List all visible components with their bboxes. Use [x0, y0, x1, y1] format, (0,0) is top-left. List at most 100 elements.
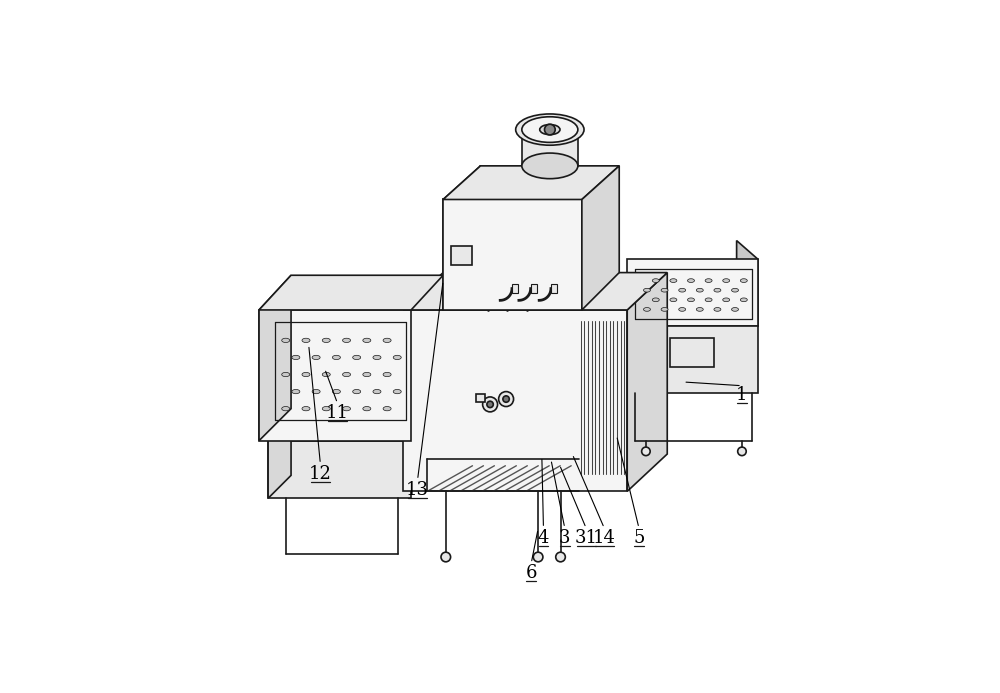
- Polygon shape: [627, 259, 758, 326]
- Circle shape: [499, 392, 514, 407]
- Polygon shape: [531, 284, 537, 293]
- Ellipse shape: [670, 279, 677, 283]
- Polygon shape: [576, 131, 583, 132]
- Circle shape: [545, 124, 555, 135]
- Polygon shape: [556, 139, 562, 142]
- Polygon shape: [538, 139, 543, 142]
- Polygon shape: [512, 284, 518, 293]
- Polygon shape: [534, 118, 540, 121]
- Polygon shape: [575, 132, 582, 134]
- Ellipse shape: [679, 288, 686, 292]
- Polygon shape: [565, 137, 572, 140]
- Polygon shape: [550, 117, 554, 119]
- Circle shape: [738, 447, 746, 455]
- Ellipse shape: [696, 308, 703, 311]
- Polygon shape: [268, 441, 411, 498]
- Polygon shape: [546, 117, 550, 119]
- Polygon shape: [259, 275, 443, 310]
- Polygon shape: [542, 117, 547, 120]
- Ellipse shape: [292, 389, 300, 394]
- Polygon shape: [259, 310, 411, 441]
- Ellipse shape: [714, 308, 721, 311]
- Text: 14: 14: [593, 529, 616, 547]
- Ellipse shape: [670, 298, 677, 301]
- Polygon shape: [525, 120, 532, 123]
- Ellipse shape: [540, 125, 560, 134]
- Ellipse shape: [322, 407, 330, 411]
- Ellipse shape: [322, 372, 330, 377]
- Ellipse shape: [343, 407, 351, 411]
- Polygon shape: [451, 246, 472, 265]
- Polygon shape: [553, 117, 558, 120]
- Polygon shape: [538, 117, 543, 120]
- Ellipse shape: [312, 356, 320, 360]
- Circle shape: [441, 552, 451, 562]
- Polygon shape: [559, 118, 565, 121]
- Ellipse shape: [732, 308, 738, 311]
- Ellipse shape: [393, 389, 401, 394]
- Polygon shape: [556, 117, 562, 120]
- Ellipse shape: [644, 288, 650, 292]
- Circle shape: [503, 396, 509, 402]
- Polygon shape: [443, 200, 582, 310]
- Ellipse shape: [522, 117, 578, 142]
- Polygon shape: [606, 326, 758, 360]
- Polygon shape: [542, 139, 547, 142]
- Ellipse shape: [383, 338, 391, 342]
- Text: 11: 11: [326, 404, 349, 422]
- Polygon shape: [522, 130, 578, 166]
- Circle shape: [533, 552, 543, 562]
- Polygon shape: [570, 121, 577, 124]
- Ellipse shape: [696, 288, 703, 292]
- Ellipse shape: [353, 356, 361, 360]
- Polygon shape: [562, 138, 569, 141]
- Polygon shape: [568, 120, 575, 123]
- Polygon shape: [573, 133, 581, 135]
- Polygon shape: [576, 128, 583, 130]
- Polygon shape: [573, 124, 581, 126]
- Ellipse shape: [343, 372, 351, 377]
- Ellipse shape: [723, 279, 730, 283]
- Polygon shape: [517, 127, 524, 128]
- Ellipse shape: [363, 338, 371, 342]
- Polygon shape: [268, 409, 291, 498]
- Circle shape: [487, 401, 493, 407]
- Ellipse shape: [679, 308, 686, 311]
- Ellipse shape: [292, 356, 300, 360]
- Ellipse shape: [302, 338, 310, 342]
- Ellipse shape: [363, 407, 371, 411]
- Text: 13: 13: [406, 481, 429, 499]
- Ellipse shape: [302, 407, 310, 411]
- Ellipse shape: [705, 279, 712, 283]
- Circle shape: [642, 447, 650, 455]
- Ellipse shape: [312, 389, 320, 394]
- Polygon shape: [259, 275, 291, 441]
- Polygon shape: [568, 137, 575, 139]
- Ellipse shape: [652, 298, 659, 301]
- Ellipse shape: [393, 356, 401, 360]
- Polygon shape: [518, 125, 525, 127]
- Polygon shape: [582, 166, 619, 310]
- Polygon shape: [521, 123, 528, 125]
- Ellipse shape: [282, 407, 290, 411]
- Polygon shape: [559, 139, 565, 141]
- Polygon shape: [575, 125, 582, 127]
- Ellipse shape: [353, 389, 361, 394]
- Polygon shape: [546, 140, 550, 142]
- Polygon shape: [443, 166, 619, 200]
- Ellipse shape: [516, 114, 584, 146]
- Polygon shape: [518, 132, 525, 134]
- Polygon shape: [670, 338, 714, 367]
- Ellipse shape: [373, 389, 381, 394]
- Ellipse shape: [723, 298, 730, 301]
- Polygon shape: [576, 130, 583, 131]
- Polygon shape: [525, 137, 532, 139]
- Polygon shape: [519, 133, 526, 135]
- Ellipse shape: [383, 372, 391, 377]
- Polygon shape: [570, 135, 577, 138]
- Ellipse shape: [688, 279, 694, 283]
- Polygon shape: [531, 119, 537, 121]
- Ellipse shape: [332, 356, 340, 360]
- Polygon shape: [521, 134, 528, 137]
- Ellipse shape: [705, 298, 712, 301]
